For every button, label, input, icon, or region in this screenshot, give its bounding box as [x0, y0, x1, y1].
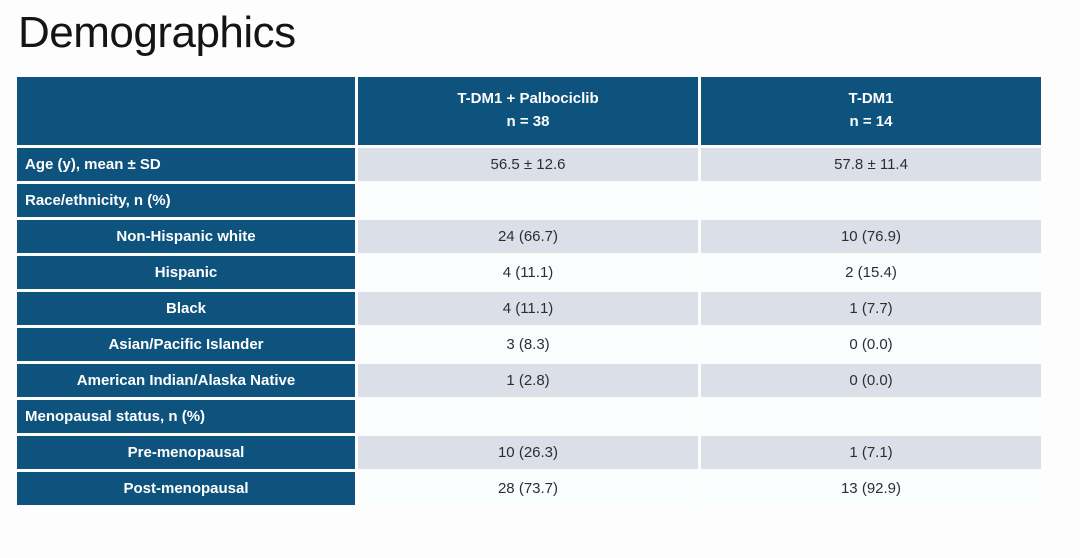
cell-tdm1: 1 (7.1) [701, 436, 1041, 469]
row-label: Black [17, 292, 355, 325]
cell-tdm1: 0 (0.0) [701, 328, 1041, 361]
cell-tdm1-palbociclib: 1 (2.8) [358, 364, 698, 397]
table-row-race-ethnicity: Race/ethnicity, n (%) [17, 184, 1041, 217]
cell-tdm1-palbociclib [358, 184, 698, 217]
cell-tdm1: 2 (15.4) [701, 256, 1041, 289]
cell-tdm1-palbociclib: 24 (66.7) [358, 220, 698, 253]
cell-tdm1-palbociclib: 10 (26.3) [358, 436, 698, 469]
table-row-black: Black 4 (11.1) 1 (7.7) [17, 292, 1041, 325]
table-row-post-menopausal: Post-menopausal 28 (73.7) 13 (92.9) [17, 472, 1041, 505]
table-row-age: Age (y), mean ± SD 56.5 ± 12.6 57.8 ± 11… [17, 148, 1041, 181]
cell-tdm1: 10 (76.9) [701, 220, 1041, 253]
column-header-tdm1: T-DM1 n = 14 [701, 77, 1041, 145]
table-header-row: T-DM1 + Palbociclib n = 38 T-DM1 n = 14 [17, 77, 1041, 145]
table-row-menopausal-status: Menopausal status, n (%) [17, 400, 1041, 433]
demographics-table: T-DM1 + Palbociclib n = 38 T-DM1 n = 14 … [14, 74, 1044, 508]
row-label: Hispanic [17, 256, 355, 289]
table-row-american-indian-alaska-native: American Indian/Alaska Native 1 (2.8) 0 … [17, 364, 1041, 397]
row-label: Asian/Pacific Islander [17, 328, 355, 361]
table-row-hispanic: Hispanic 4 (11.1) 2 (15.4) [17, 256, 1041, 289]
cell-tdm1: 57.8 ± 11.4 [701, 148, 1041, 181]
row-label: Race/ethnicity, n (%) [17, 184, 355, 217]
cell-tdm1-palbociclib: 3 (8.3) [358, 328, 698, 361]
cell-tdm1-palbociclib: 4 (11.1) [358, 256, 698, 289]
cell-tdm1: 1 (7.7) [701, 292, 1041, 325]
table-row-pre-menopausal: Pre-menopausal 10 (26.3) 1 (7.1) [17, 436, 1041, 469]
cell-tdm1-palbociclib: 56.5 ± 12.6 [358, 148, 698, 181]
cell-tdm1: 13 (92.9) [701, 472, 1041, 505]
cell-tdm1 [701, 184, 1041, 217]
table-row-non-hispanic-white: Non-Hispanic white 24 (66.7) 10 (76.9) [17, 220, 1041, 253]
column-n-count: n = 14 [849, 113, 893, 130]
table-row-asian-pacific-islander: Asian/Pacific Islander 3 (8.3) 0 (0.0) [17, 328, 1041, 361]
cell-tdm1 [701, 400, 1041, 433]
row-label: Pre-menopausal [17, 436, 355, 469]
row-label: Age (y), mean ± SD [17, 148, 355, 181]
row-label: Post-menopausal [17, 472, 355, 505]
page-title: Demographics [18, 8, 296, 57]
cell-tdm1-palbociclib: 28 (73.7) [358, 472, 698, 505]
cell-tdm1: 0 (0.0) [701, 364, 1041, 397]
column-n-count: n = 38 [506, 113, 550, 130]
cell-tdm1-palbociclib [358, 400, 698, 433]
row-label: American Indian/Alaska Native [17, 364, 355, 397]
column-title: T-DM1 [848, 90, 894, 107]
column-header-tdm1-palbociclib: T-DM1 + Palbociclib n = 38 [358, 77, 698, 145]
column-title: T-DM1 + Palbociclib [457, 90, 599, 107]
row-label: Menopausal status, n (%) [17, 400, 355, 433]
cell-tdm1-palbociclib: 4 (11.1) [358, 292, 698, 325]
row-label: Non-Hispanic white [17, 220, 355, 253]
corner-cell [17, 77, 355, 145]
